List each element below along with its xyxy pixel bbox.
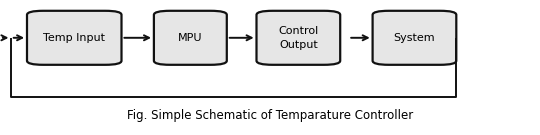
Text: System: System [394, 33, 435, 43]
Text: Fig. Simple Schematic of Temparature Controller: Fig. Simple Schematic of Temparature Con… [127, 109, 413, 122]
FancyBboxPatch shape [27, 11, 122, 65]
Text: MPU: MPU [178, 33, 202, 43]
Text: Temp Input: Temp Input [43, 33, 105, 43]
Text: Control
Output: Control Output [278, 26, 319, 50]
FancyBboxPatch shape [373, 11, 456, 65]
FancyBboxPatch shape [154, 11, 227, 65]
FancyBboxPatch shape [256, 11, 340, 65]
